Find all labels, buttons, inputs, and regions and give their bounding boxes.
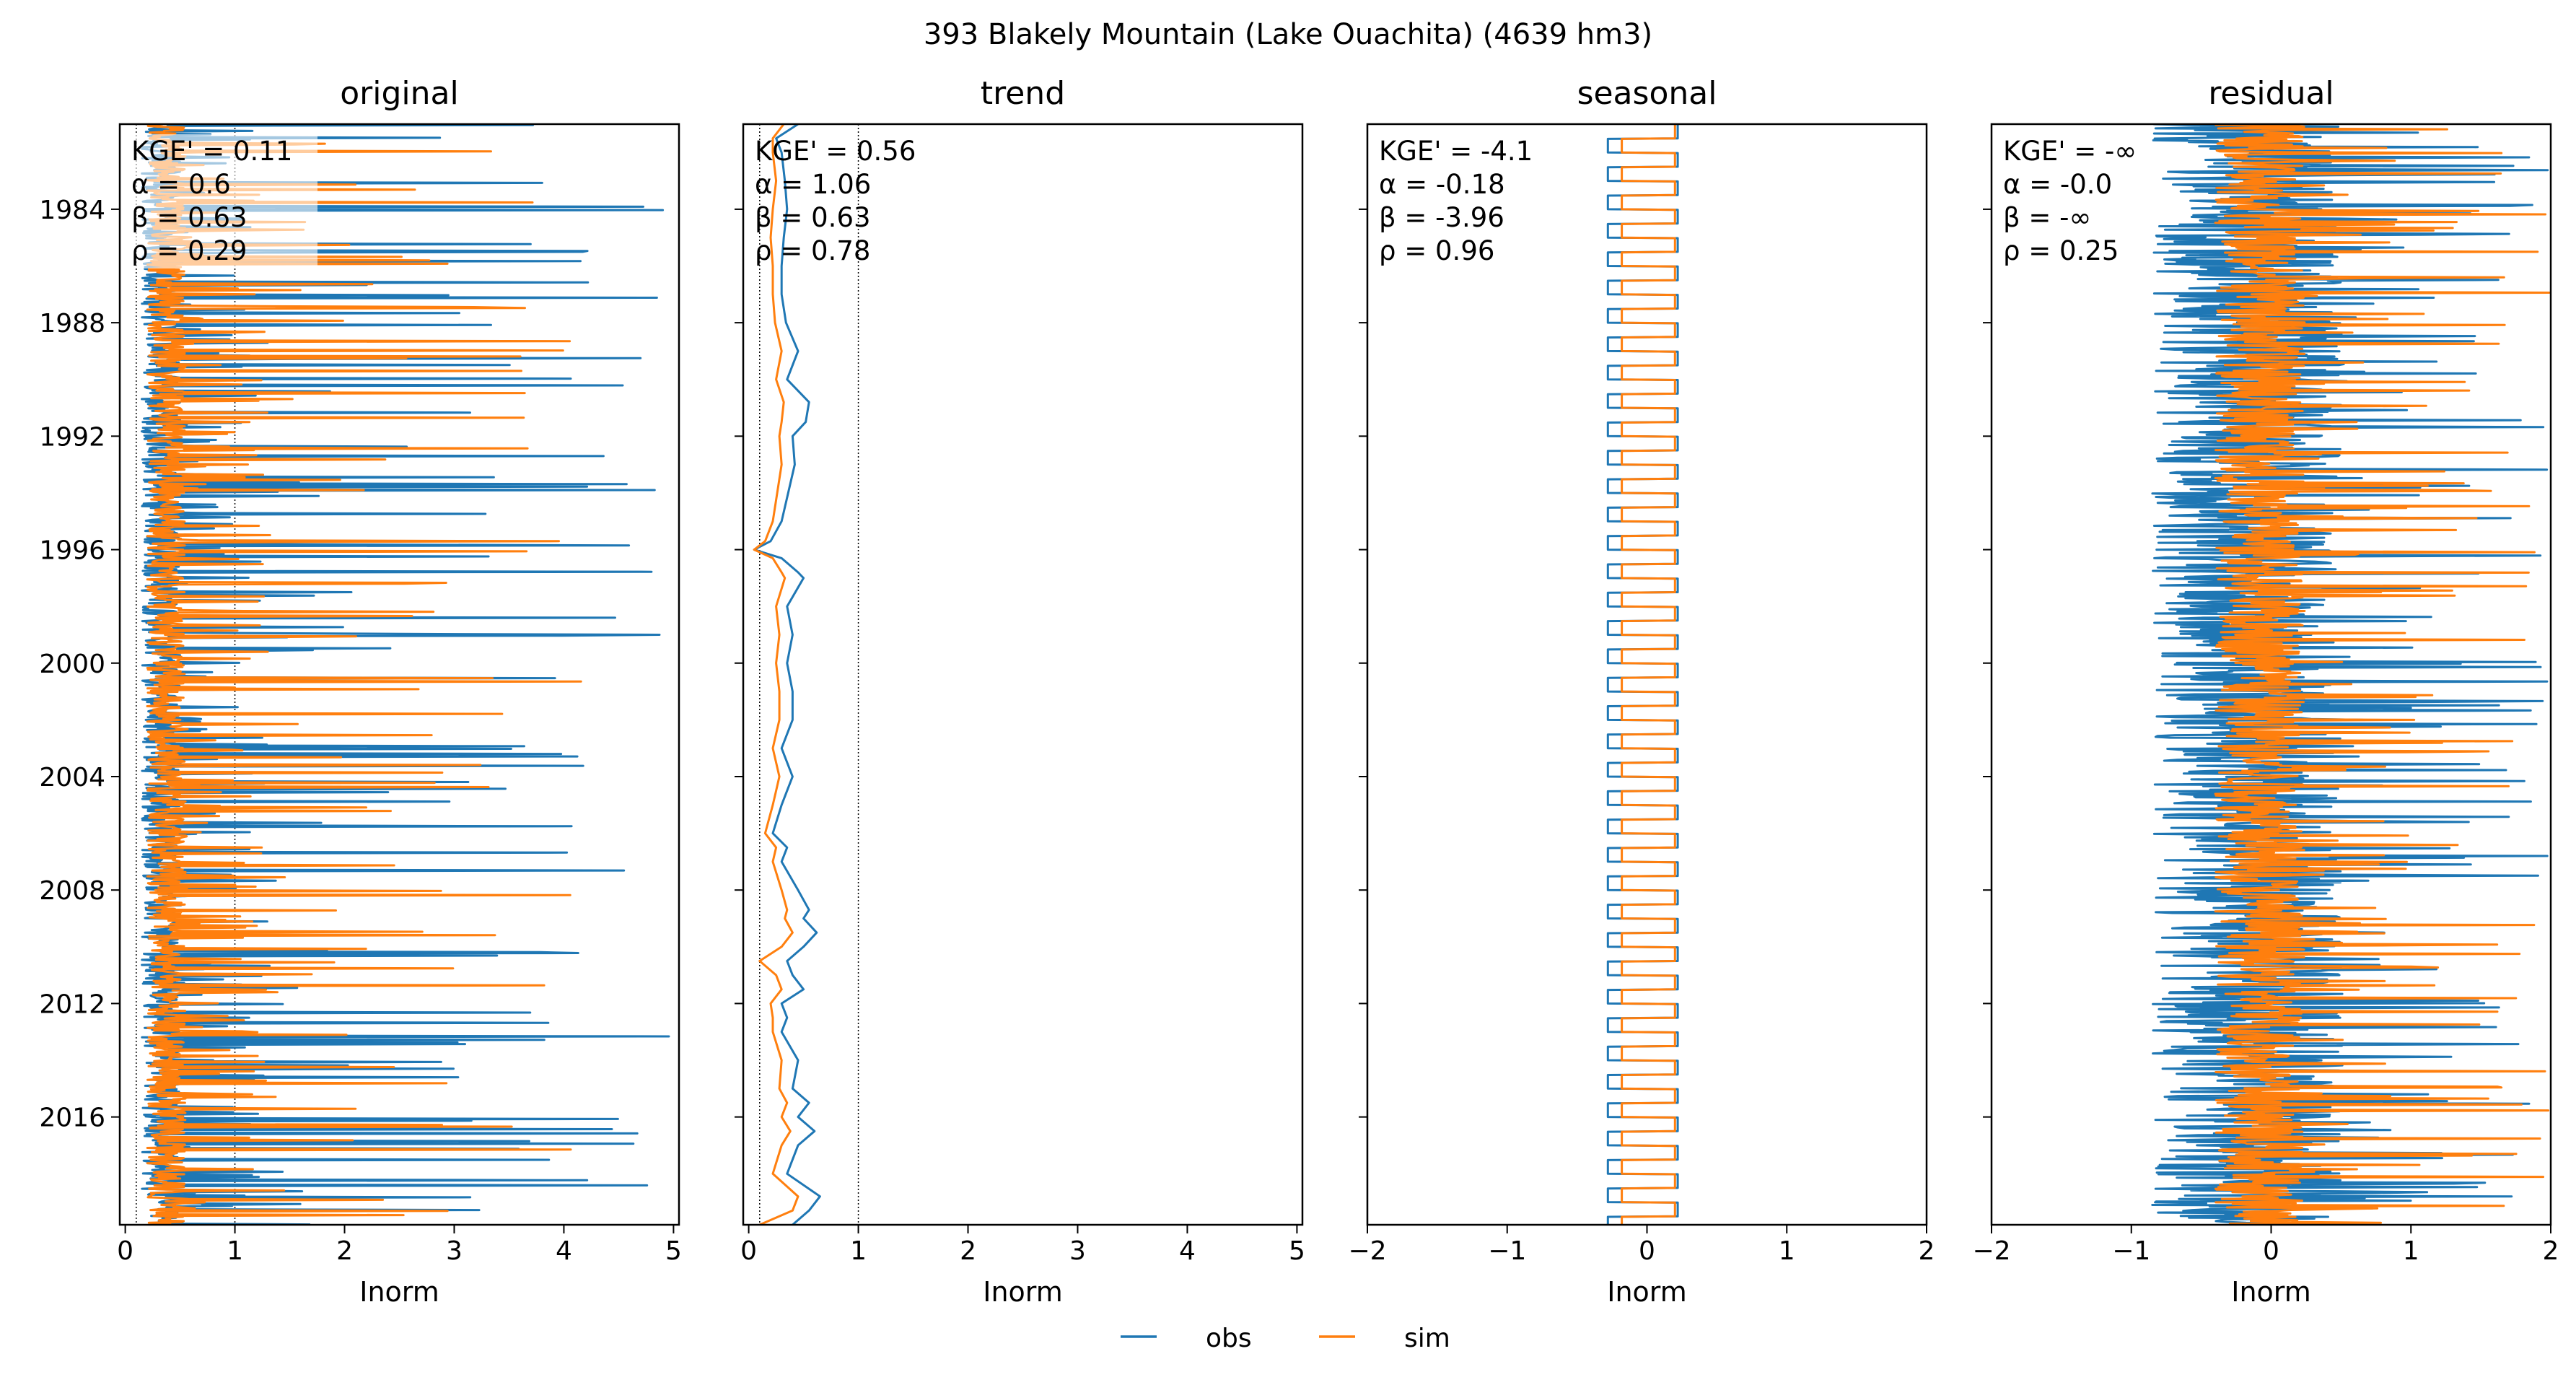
x-tick-label: 1 (1779, 1236, 1795, 1266)
x-tick-label: 0 (1639, 1236, 1655, 1266)
x-tick-label: 0 (117, 1236, 133, 1266)
plot-area (753, 124, 859, 1225)
axes-frame (742, 123, 1304, 1226)
x-tick-label: 2 (2543, 1236, 2559, 1266)
figure-title: 393 Blakely Mountain (Lake Ouachita) (46… (924, 18, 1652, 51)
legend-sim-label: sim (1404, 1324, 1450, 1353)
series-line-sim (753, 124, 799, 1225)
x-axis-label: Inorm (2231, 1276, 2311, 1308)
plot-area (2151, 124, 2551, 1225)
stats-annotation: ρ = 0.78 (755, 235, 870, 266)
x-tick-label: 3 (446, 1236, 463, 1266)
annotation-background (128, 134, 317, 268)
stats-annotation: ρ = 0.25 (2003, 235, 2119, 266)
x-axis-label: Inorm (359, 1276, 439, 1308)
axes-frame (118, 123, 680, 1226)
x-tick-label: 4 (556, 1236, 572, 1266)
subplot-title: trend (981, 75, 1065, 112)
y-tick-label: 1984 (39, 196, 105, 225)
series-line-sim (146, 124, 582, 1225)
x-tick-label: −2 (1972, 1236, 2010, 1266)
stats-annotation: α = 0.6 (131, 169, 231, 200)
legend: obs sim (1121, 1324, 1450, 1353)
stats-annotation: KGE' = -∞ (2003, 136, 2137, 167)
x-tick-label: 1 (227, 1236, 243, 1266)
x-axis-label: Inorm (1607, 1276, 1687, 1308)
y-tick-label: 2016 (39, 1104, 105, 1133)
subplot-title: original (340, 75, 458, 112)
y-tick-label: 1992 (39, 422, 105, 452)
stats-annotation: β = -3.96 (1379, 202, 1504, 233)
series-line-sim (1621, 124, 1676, 1225)
series-line-sim (2214, 124, 2551, 1225)
y-tick-label: 2004 (39, 763, 105, 792)
x-axis-label: Inorm (983, 1276, 1063, 1308)
series-line-obs (2151, 124, 2549, 1225)
x-tick-label: 4 (1179, 1236, 1196, 1266)
stats-annotation: KGE' = -4.1 (1379, 136, 1533, 167)
plot-area (136, 124, 670, 1225)
x-tick-label: 2 (1919, 1236, 1935, 1266)
subplot-original: original 0 1 2 3 4 5 Inorm 1984 1988 1992 1996 2000 2… (39, 75, 681, 1308)
stats-annotation: ρ = 0.29 (131, 235, 247, 266)
y-tick-label: 1988 (39, 309, 105, 338)
x-tick-label: 1 (850, 1236, 867, 1266)
x-tick-label: 3 (1069, 1236, 1086, 1266)
subplot-residual: residual −2 −1 0 1 2 Inorm KGE' = -∞α = -0.0β =… (1972, 75, 2559, 1308)
legend-obs-label: obs (1206, 1324, 1252, 1353)
stats-annotation: ρ = 0.96 (1379, 235, 1494, 266)
subplot-trend: trend 0 1 2 3 4 5 Inorm KGE' = 0.56α = 1.06β = 0… (735, 75, 1305, 1308)
x-tick-label: 5 (1289, 1236, 1305, 1266)
plot-area (1606, 124, 1679, 1225)
subplot-seasonal: seasonal −2 −1 0 1 2 Inorm KGE' = -4.1α = -0.18… (1348, 75, 1935, 1308)
y-tick-label: 2000 (39, 650, 105, 679)
stats-annotation: α = 1.06 (755, 169, 871, 200)
stats-annotation: β = 0.63 (131, 202, 247, 233)
stats-annotation: KGE' = 0.11 (131, 136, 292, 167)
stats-annotation: α = -0.18 (1379, 169, 1505, 200)
stats-annotation: β = 0.63 (755, 202, 871, 233)
y-tick-label: 2012 (39, 989, 105, 1019)
x-tick-label: 0 (740, 1236, 757, 1266)
subplot-title: seasonal (1577, 75, 1717, 112)
x-tick-label: −1 (1488, 1236, 1526, 1266)
x-tick-label: 0 (2263, 1236, 2279, 1266)
y-tick-label: 1996 (39, 536, 105, 566)
subplot-title: residual (2208, 75, 2334, 112)
stats-annotation: β = -∞ (2003, 202, 2091, 233)
y-tick-label: 2008 (39, 876, 105, 906)
stats-annotation: KGE' = 0.56 (755, 136, 916, 167)
x-tick-label: −2 (1348, 1236, 1386, 1266)
x-tick-label: 5 (665, 1236, 682, 1266)
x-tick-label: 2 (960, 1236, 976, 1266)
stats-annotation: α = -0.0 (2003, 169, 2112, 200)
x-tick-label: 2 (336, 1236, 353, 1266)
x-tick-label: 1 (2403, 1236, 2419, 1266)
x-tick-label: −1 (2112, 1236, 2150, 1266)
series-line-obs (1606, 124, 1679, 1225)
series-line-obs (753, 124, 821, 1225)
